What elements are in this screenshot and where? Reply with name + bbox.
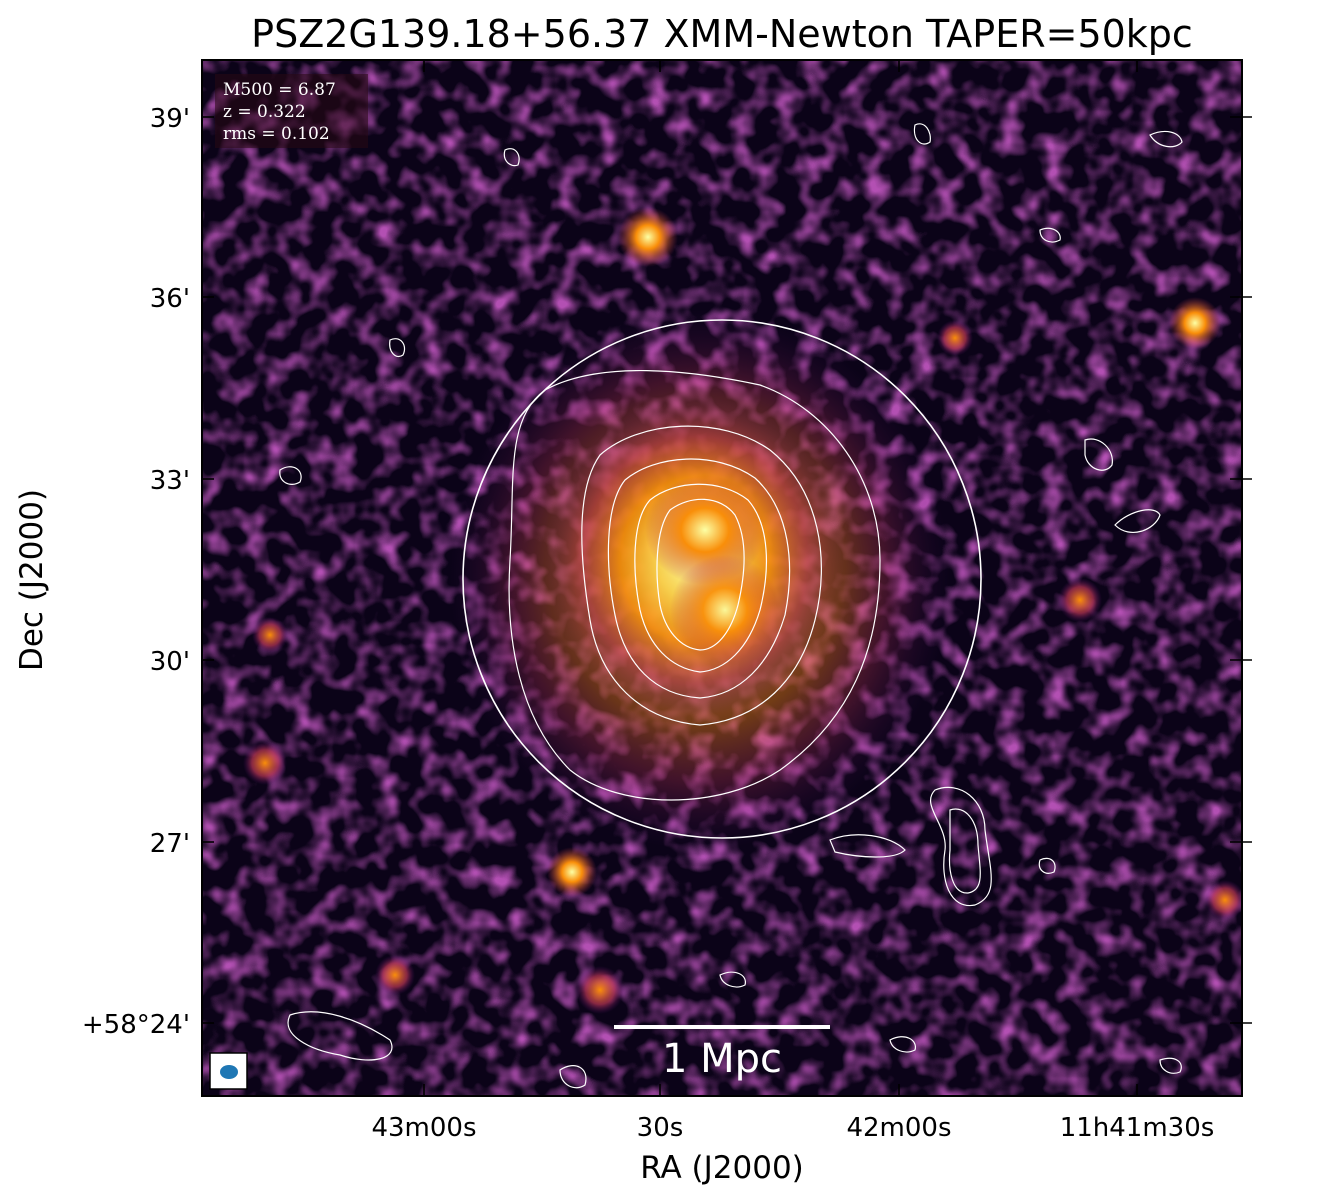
y-tick-label: 30': [150, 647, 190, 677]
y-tick-label: +58°24': [82, 1010, 190, 1040]
beam-ellipse: [220, 1065, 238, 1079]
x-tick-label: 43m00s: [371, 1113, 476, 1143]
scale-bar: 1 Mpc: [614, 1025, 830, 1082]
info-rms: rms = 0.102: [223, 124, 330, 144]
x-tick-label: 11h41m30s: [1060, 1113, 1215, 1143]
r500-circle: [462, 319, 982, 839]
y-tick-label: 36': [150, 284, 190, 314]
radio-contours: [279, 123, 1183, 1089]
x-tick-label: 30s: [637, 1113, 684, 1143]
figure-title: PSZ2G139.18+56.37 XMM-Newton TAPER=50kpc: [251, 12, 1193, 56]
info-mass: M500 = 6.87: [223, 80, 336, 100]
xray-image: M500 = 6.87 z = 0.322 rms = 0.102 1 Mpc: [202, 60, 1242, 1096]
x-tick-label: 42m00s: [846, 1113, 951, 1143]
y-axis-label: Dec (J2000): [14, 489, 50, 671]
x-axis-label: RA (J2000): [640, 1150, 804, 1186]
scale-bar-label: 1 Mpc: [662, 1036, 782, 1082]
x-tick-labels: 43m00s 30s 42m00s 11h41m30s: [371, 1113, 1214, 1143]
plot-frame: [201, 59, 1243, 1097]
y-tick-label: 27': [150, 829, 190, 859]
info-redshift: z = 0.322: [223, 102, 306, 122]
y-tick-label: 39': [150, 104, 190, 134]
info-box: M500 = 6.87 z = 0.322 rms = 0.102: [215, 74, 368, 148]
tick-marks: [202, 60, 1252, 1096]
y-tick-labels: 39' 36' 33' 30' 27' +58°24': [82, 104, 190, 1040]
beam-marker: [209, 1052, 248, 1090]
y-tick-label: 33': [150, 466, 190, 496]
